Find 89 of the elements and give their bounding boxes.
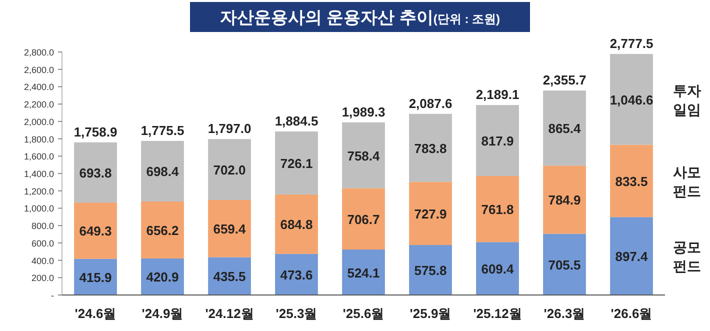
- bar: [610, 54, 653, 145]
- bar: [610, 144, 653, 218]
- series-label: 투자 일임: [673, 82, 701, 118]
- bar: [208, 139, 251, 200]
- data-label: 649.3: [79, 224, 112, 239]
- x-tick-label: '24.6월: [74, 306, 116, 321]
- bar: [74, 142, 117, 203]
- data-label: 659.4: [213, 222, 247, 237]
- y-tick-label: 600.0: [31, 238, 54, 248]
- total-label: 2,777.5: [610, 36, 654, 51]
- y-tick-label: 1,400.0: [24, 169, 54, 179]
- total-label: 1,775.5: [140, 122, 184, 138]
- y-tick-label: -: [51, 290, 54, 300]
- y-tick-label: 400.0: [31, 256, 54, 266]
- total-label: 2,087.6: [408, 96, 452, 111]
- series-label: 사모 펀드: [673, 164, 701, 199]
- data-label: 609.4: [481, 262, 515, 277]
- y-tick-label: 1,000.0: [24, 204, 54, 214]
- data-label: 435.5: [213, 269, 246, 284]
- data-label: 783.8: [414, 140, 447, 156]
- y-tick-label: 2,000.0: [24, 116, 54, 127]
- x-tick-label: '26.3월: [544, 306, 586, 321]
- bar: [409, 182, 452, 246]
- total-label: 1,884.5: [274, 113, 318, 128]
- data-label: 865.4: [548, 121, 582, 136]
- data-label: 1,046.6: [610, 92, 654, 108]
- bar: [342, 122, 385, 188]
- bar: [141, 140, 184, 202]
- bar: [476, 176, 519, 242]
- data-label: 897.4: [615, 249, 649, 264]
- total-label: 1,797.0: [208, 121, 252, 136]
- bar: [543, 166, 586, 234]
- bar: [476, 242, 519, 295]
- total-label: 2,189.1: [476, 87, 520, 102]
- bar: [342, 250, 385, 295]
- bar: [141, 202, 184, 258]
- data-label: 817.9: [481, 134, 514, 149]
- chart-title: 자산운용사의 운용자산 추이: [220, 8, 434, 27]
- x-tick-label: '24.12월: [205, 306, 254, 321]
- data-label: 415.9: [79, 270, 112, 285]
- y-tick-label: 2,400.0: [24, 82, 54, 92]
- total-label: 1,989.3: [342, 104, 386, 120]
- chart-subtitle: (단위 : 조원): [433, 12, 500, 26]
- y-tick-label: 200.0: [31, 273, 54, 284]
- data-label: 702.0: [213, 162, 246, 178]
- bar: [543, 234, 586, 295]
- data-label: 726.1: [280, 156, 313, 171]
- y-tick-label: 2,200.0: [24, 100, 54, 110]
- y-tick-label: 2,800.0: [24, 48, 54, 58]
- bar: [208, 200, 251, 258]
- x-tick-label: '25.9월: [410, 306, 452, 321]
- x-tick-label: '24.9월: [142, 306, 184, 321]
- data-label: 575.8: [414, 263, 447, 278]
- series-label: 공모 펀드: [673, 239, 701, 274]
- data-label: 833.5: [615, 174, 648, 189]
- data-label: 684.8: [280, 217, 313, 232]
- y-tick-label: 1,600.0: [24, 152, 54, 162]
- x-tick-label: '25.12월: [473, 306, 522, 321]
- total-label: 1,758.9: [74, 124, 118, 140]
- data-label: 693.8: [79, 165, 112, 180]
- data-label: 473.6: [280, 267, 313, 282]
- data-label: 727.9: [414, 206, 447, 222]
- x-tick-label: '25.6월: [342, 306, 384, 321]
- x-tick-label: '26.6월: [610, 306, 652, 321]
- data-label: 758.4: [347, 148, 381, 164]
- data-label: 706.7: [347, 212, 380, 227]
- data-label: 784.9: [548, 192, 581, 208]
- total-label: 2,355.7: [542, 72, 586, 88]
- data-label: 524.1: [347, 265, 380, 280]
- data-label: 705.5: [548, 257, 581, 272]
- bar: [610, 217, 653, 295]
- data-label: 698.4: [146, 164, 180, 180]
- bar: [275, 194, 318, 254]
- bar: [275, 254, 318, 295]
- x-tick-label: '25.3월: [276, 306, 318, 321]
- bar: [476, 105, 519, 176]
- bar: [543, 90, 586, 166]
- data-label: 420.9: [146, 270, 179, 285]
- y-tick-label: 2,600.0: [24, 64, 54, 75]
- bar: [275, 131, 318, 194]
- bar: [342, 188, 385, 250]
- bar: [74, 202, 117, 259]
- y-tick-label: 1,800.0: [24, 134, 54, 144]
- data-label: 761.8: [481, 202, 514, 218]
- data-label: 656.2: [146, 222, 179, 238]
- bar: [409, 245, 452, 295]
- y-tick-label: 1,200.0: [24, 186, 54, 196]
- y-tick-label: 800.0: [31, 221, 54, 232]
- bar: [409, 114, 452, 182]
